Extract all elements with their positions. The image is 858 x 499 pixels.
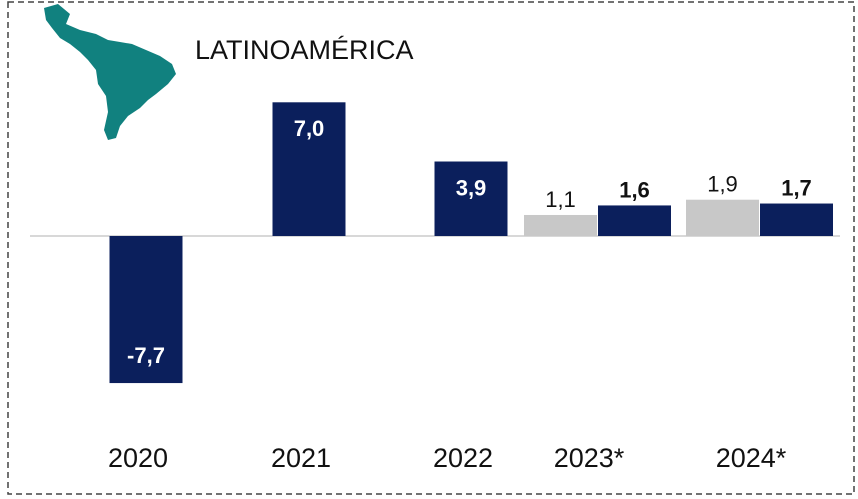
bar <box>434 161 508 236</box>
bar <box>598 205 671 236</box>
value-label: 3,9 <box>456 175 487 200</box>
value-label: 1,6 <box>619 177 650 202</box>
value-label: -7,7 <box>127 343 165 368</box>
bar <box>760 203 833 236</box>
bar <box>109 236 183 384</box>
x-tick-label: 2020 <box>108 443 168 473</box>
bar <box>524 214 597 236</box>
bar <box>272 102 346 236</box>
chart-title: LATINOAMÉRICA <box>195 35 414 65</box>
value-label: 7,0 <box>294 116 325 141</box>
frame <box>7 1 855 495</box>
x-tick-label: 2024* <box>716 443 787 473</box>
map-icon <box>44 4 176 140</box>
value-label: 1,1 <box>545 187 576 212</box>
x-tick-label: 2022 <box>433 443 493 473</box>
value-label: 1,9 <box>707 172 738 197</box>
bar <box>686 199 759 236</box>
x-tick-label: 2021 <box>271 443 331 473</box>
x-tick-label: 2023* <box>554 443 625 473</box>
value-label: 1,7 <box>781 175 812 200</box>
